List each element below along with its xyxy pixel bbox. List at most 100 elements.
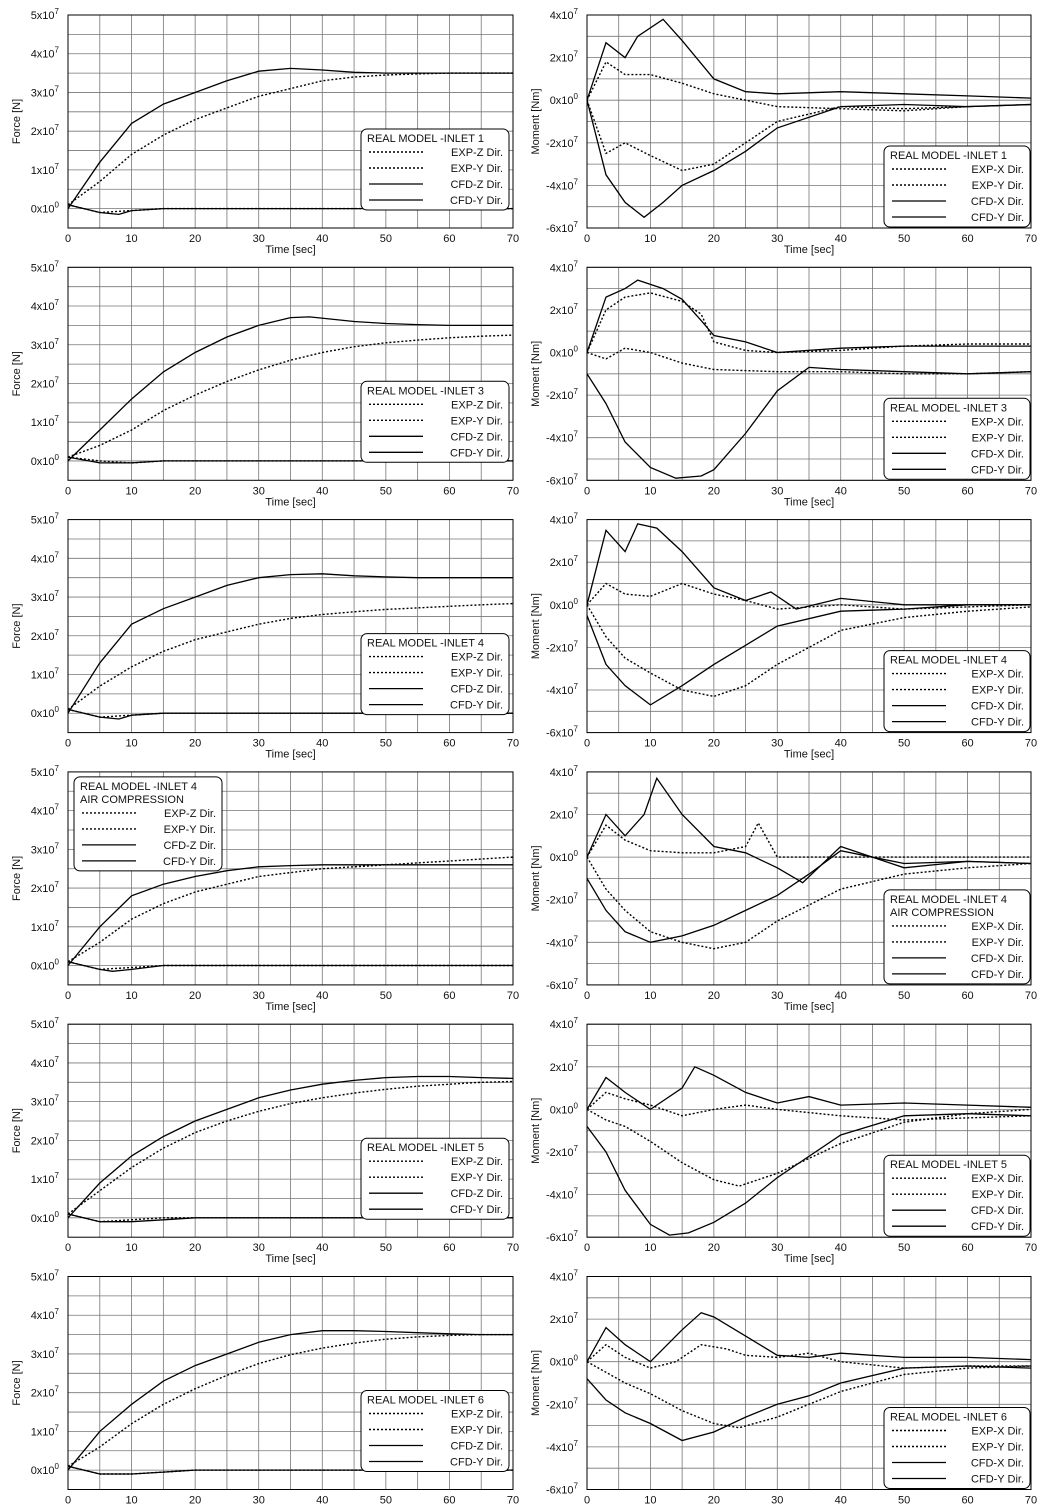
y-tick-exponent: 0 bbox=[574, 345, 579, 354]
series-line-exp-y-dir bbox=[67, 708, 513, 718]
y-tick-exponent: 7 bbox=[574, 512, 579, 521]
y-tick-label: 4x107 bbox=[31, 1055, 60, 1070]
y-tick-label: 4x107 bbox=[550, 764, 579, 779]
legend-box bbox=[360, 633, 510, 716]
legend-item-label: CFD-Y Dir. bbox=[450, 447, 503, 459]
y-tick-label: 5x107 bbox=[31, 259, 60, 274]
y-tick-mantissa: 2x10 bbox=[31, 1135, 55, 1147]
x-tick-label: 60 bbox=[961, 233, 973, 245]
plot-frame bbox=[67, 1023, 514, 1238]
y-tick-exponent: 0 bbox=[574, 597, 579, 606]
legend-item-label: CFD-Z Dir. bbox=[163, 840, 216, 852]
plot-frame bbox=[67, 771, 514, 986]
y-tick-label: 5x107 bbox=[31, 7, 60, 22]
y-tick-mantissa: -2x10 bbox=[546, 642, 574, 654]
legend-title: REAL MODEL -INLET 1 bbox=[890, 150, 1007, 162]
series-line-cfd-y-dir bbox=[67, 961, 513, 972]
y-tick-exponent: 7 bbox=[55, 414, 60, 423]
legend-item-label: EXP-Y Dir. bbox=[972, 937, 1024, 949]
y-tick-label: -6x107 bbox=[546, 472, 579, 487]
y-tick-exponent: 7 bbox=[55, 1307, 60, 1316]
x-tick-label: 60 bbox=[443, 738, 455, 750]
series-line-cfd-x-dir bbox=[586, 18, 1032, 101]
x-tick-label: 20 bbox=[189, 233, 201, 245]
y-tick-label: -2x107 bbox=[546, 1144, 579, 1159]
x-axis-label: Time [sec] bbox=[784, 1001, 834, 1013]
x-tick-label: 0 bbox=[65, 1242, 71, 1254]
y-tick-label: 3x107 bbox=[31, 84, 60, 99]
y-axis-label: Moment [Nm] bbox=[530, 341, 542, 407]
series-line-cfd-z-dir bbox=[67, 864, 513, 966]
legend-item-label: EXP-X Dir. bbox=[971, 416, 1024, 428]
y-axis-label: Force [N] bbox=[11, 603, 23, 648]
y-tick-mantissa: -6x10 bbox=[546, 223, 574, 235]
y-tick-label: 4x107 bbox=[550, 1016, 579, 1031]
y-tick-exponent: 7 bbox=[574, 1059, 579, 1068]
y-tick-mantissa: 0x10 bbox=[550, 852, 574, 864]
plot-frame bbox=[586, 1276, 1032, 1490]
y-tick-mantissa: 0x10 bbox=[550, 600, 574, 612]
series-line-exp-y-dir bbox=[586, 856, 1032, 950]
y-tick-mantissa: -2x10 bbox=[546, 1147, 574, 1159]
y-tick-label: -6x107 bbox=[546, 1482, 579, 1497]
y-tick-mantissa: -2x10 bbox=[546, 895, 574, 907]
series-line-cfd-z-dir bbox=[67, 1075, 514, 1219]
y-axis-label: Moment [Nm] bbox=[530, 593, 542, 659]
y-tick-label: -4x107 bbox=[546, 682, 579, 697]
x-tick-label: 30 bbox=[253, 1495, 265, 1505]
y-tick-label: -6x107 bbox=[546, 220, 579, 235]
y-tick-exponent: 7 bbox=[574, 934, 579, 943]
y-tick-mantissa: 4x10 bbox=[31, 1058, 55, 1070]
x-tick-label: 60 bbox=[961, 990, 973, 1002]
y-tick-mantissa: 0x10 bbox=[550, 1357, 574, 1369]
x-tick-label: 70 bbox=[1025, 738, 1037, 750]
x-tick-label: 0 bbox=[584, 738, 590, 750]
y-tick-label: 3x107 bbox=[31, 337, 60, 352]
y-tick-exponent: 7 bbox=[574, 1269, 579, 1278]
legend-box bbox=[883, 145, 1031, 228]
y-tick-mantissa: 4x10 bbox=[550, 1272, 574, 1284]
x-tick-label: 50 bbox=[898, 233, 910, 245]
y-tick-exponent: 7 bbox=[574, 387, 579, 396]
legend-item-label: CFD-X Dir. bbox=[971, 953, 1024, 965]
x-axis-label: Time [sec] bbox=[265, 1253, 315, 1265]
y-tick-mantissa: 5x10 bbox=[31, 767, 55, 779]
y-tick-mantissa: 1x10 bbox=[31, 922, 55, 934]
y-tick-label: 0x100 bbox=[31, 201, 60, 216]
y-tick-label: 2x107 bbox=[550, 50, 579, 65]
legend-item-label: CFD-Y Dir. bbox=[971, 969, 1024, 981]
legend-item-label: CFD-Y Dir. bbox=[163, 856, 216, 868]
legend-item-label: EXP-Y Dir. bbox=[972, 685, 1024, 697]
y-tick-mantissa: 3x10 bbox=[31, 87, 55, 99]
y-tick-label: -4x107 bbox=[546, 934, 579, 949]
plot-frame bbox=[67, 14, 514, 229]
y-tick-mantissa: 1x10 bbox=[31, 165, 55, 177]
x-tick-label: 50 bbox=[380, 1242, 392, 1254]
y-tick-mantissa: 0x10 bbox=[550, 1104, 574, 1116]
series-line-cfd-y-dir bbox=[586, 366, 1032, 479]
y-tick-mantissa: 4x10 bbox=[31, 301, 55, 313]
x-tick-label: 40 bbox=[835, 485, 847, 497]
x-tick-label: 60 bbox=[443, 233, 455, 245]
y-tick-mantissa: -4x10 bbox=[546, 937, 574, 949]
x-tick-label: 10 bbox=[125, 233, 137, 245]
legend-item-label: EXP-Y Dir. bbox=[451, 668, 503, 680]
series-line-cfd-z-dir bbox=[67, 67, 513, 209]
y-tick-label: 0x100 bbox=[550, 1101, 579, 1116]
chart-panel-9: 0 10 20 30 40 50 60 700x1001x1072x1073x1074x107… bbox=[11, 1016, 519, 1265]
y-tick-exponent: 7 bbox=[574, 135, 579, 144]
y-tick-label: 3x107 bbox=[31, 1094, 60, 1109]
chart-panel-5: 0 10 20 30 40 50 60 700x1001x1072x1073x1074x107… bbox=[11, 512, 519, 761]
legend: REAL MODEL -INLET 1 EXP-Z Dir. EXP-Y Dir. C… bbox=[360, 128, 510, 211]
chart-panel-6: 0 10 20 30 40 50 60 70-6x107-4x107-2x1070x1002x… bbox=[530, 512, 1037, 761]
y-tick-label: -4x107 bbox=[546, 177, 579, 192]
legend-item-label: EXP-Y Dir. bbox=[972, 180, 1024, 192]
y-tick-mantissa: 4x10 bbox=[550, 767, 574, 779]
y-tick-exponent: 7 bbox=[55, 1385, 60, 1394]
y-tick-label: 0x100 bbox=[31, 705, 60, 720]
x-tick-label: 10 bbox=[125, 485, 137, 497]
legend-title: REAL MODEL -INLET 6 bbox=[890, 1412, 1007, 1424]
y-tick-mantissa: 2x10 bbox=[550, 1314, 574, 1326]
